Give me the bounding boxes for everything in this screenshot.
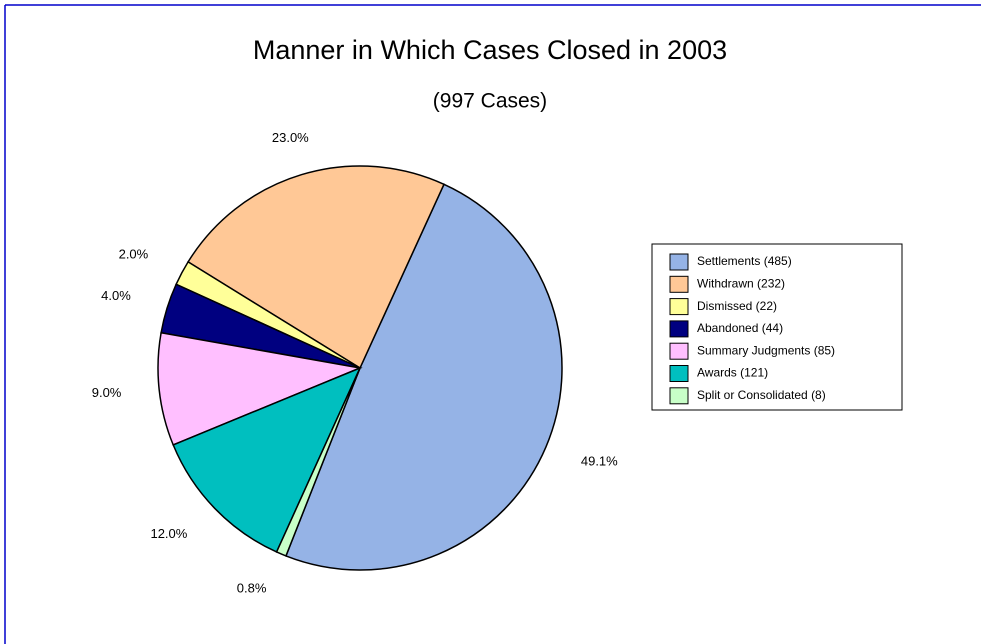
legend-label: Abandoned (44) xyxy=(697,321,783,335)
slice-label: 4.0% xyxy=(101,288,131,303)
chart-subtitle: (997 Cases) xyxy=(433,90,547,113)
slice-label: 0.8% xyxy=(237,580,267,595)
legend-swatch xyxy=(669,253,689,271)
legend-label: Withdrawn (232) xyxy=(697,276,785,290)
legend-swatch xyxy=(669,320,689,338)
legend-box xyxy=(651,243,903,411)
legend-label: Dismissed (22) xyxy=(697,299,777,313)
slice-label: 49.1% xyxy=(581,453,618,468)
slice-label: 9.0% xyxy=(92,385,122,400)
legend-label: Summary Judgments (85) xyxy=(697,343,835,357)
legend-swatch xyxy=(669,275,689,293)
legend-swatch xyxy=(669,365,689,382)
pie-slice xyxy=(284,183,563,571)
pie-slice xyxy=(187,165,445,370)
legend-swatch xyxy=(669,298,689,316)
slice-label: 23.0% xyxy=(272,130,309,145)
legend-swatch xyxy=(669,342,689,360)
legend-label: Split or Consolidated (8) xyxy=(697,388,826,402)
legend-label: Settlements (485) xyxy=(697,254,792,268)
chart-title: Manner in Which Cases Closed in 2003 xyxy=(253,35,727,65)
pie-slice xyxy=(157,331,363,446)
pie-slice xyxy=(275,367,361,557)
slice-label: 2.0% xyxy=(119,246,149,261)
legend-label: Awards (121) xyxy=(697,366,768,380)
slice-label: 12.0% xyxy=(150,526,187,541)
legend-swatch xyxy=(669,387,689,405)
pie-slice xyxy=(172,366,362,553)
